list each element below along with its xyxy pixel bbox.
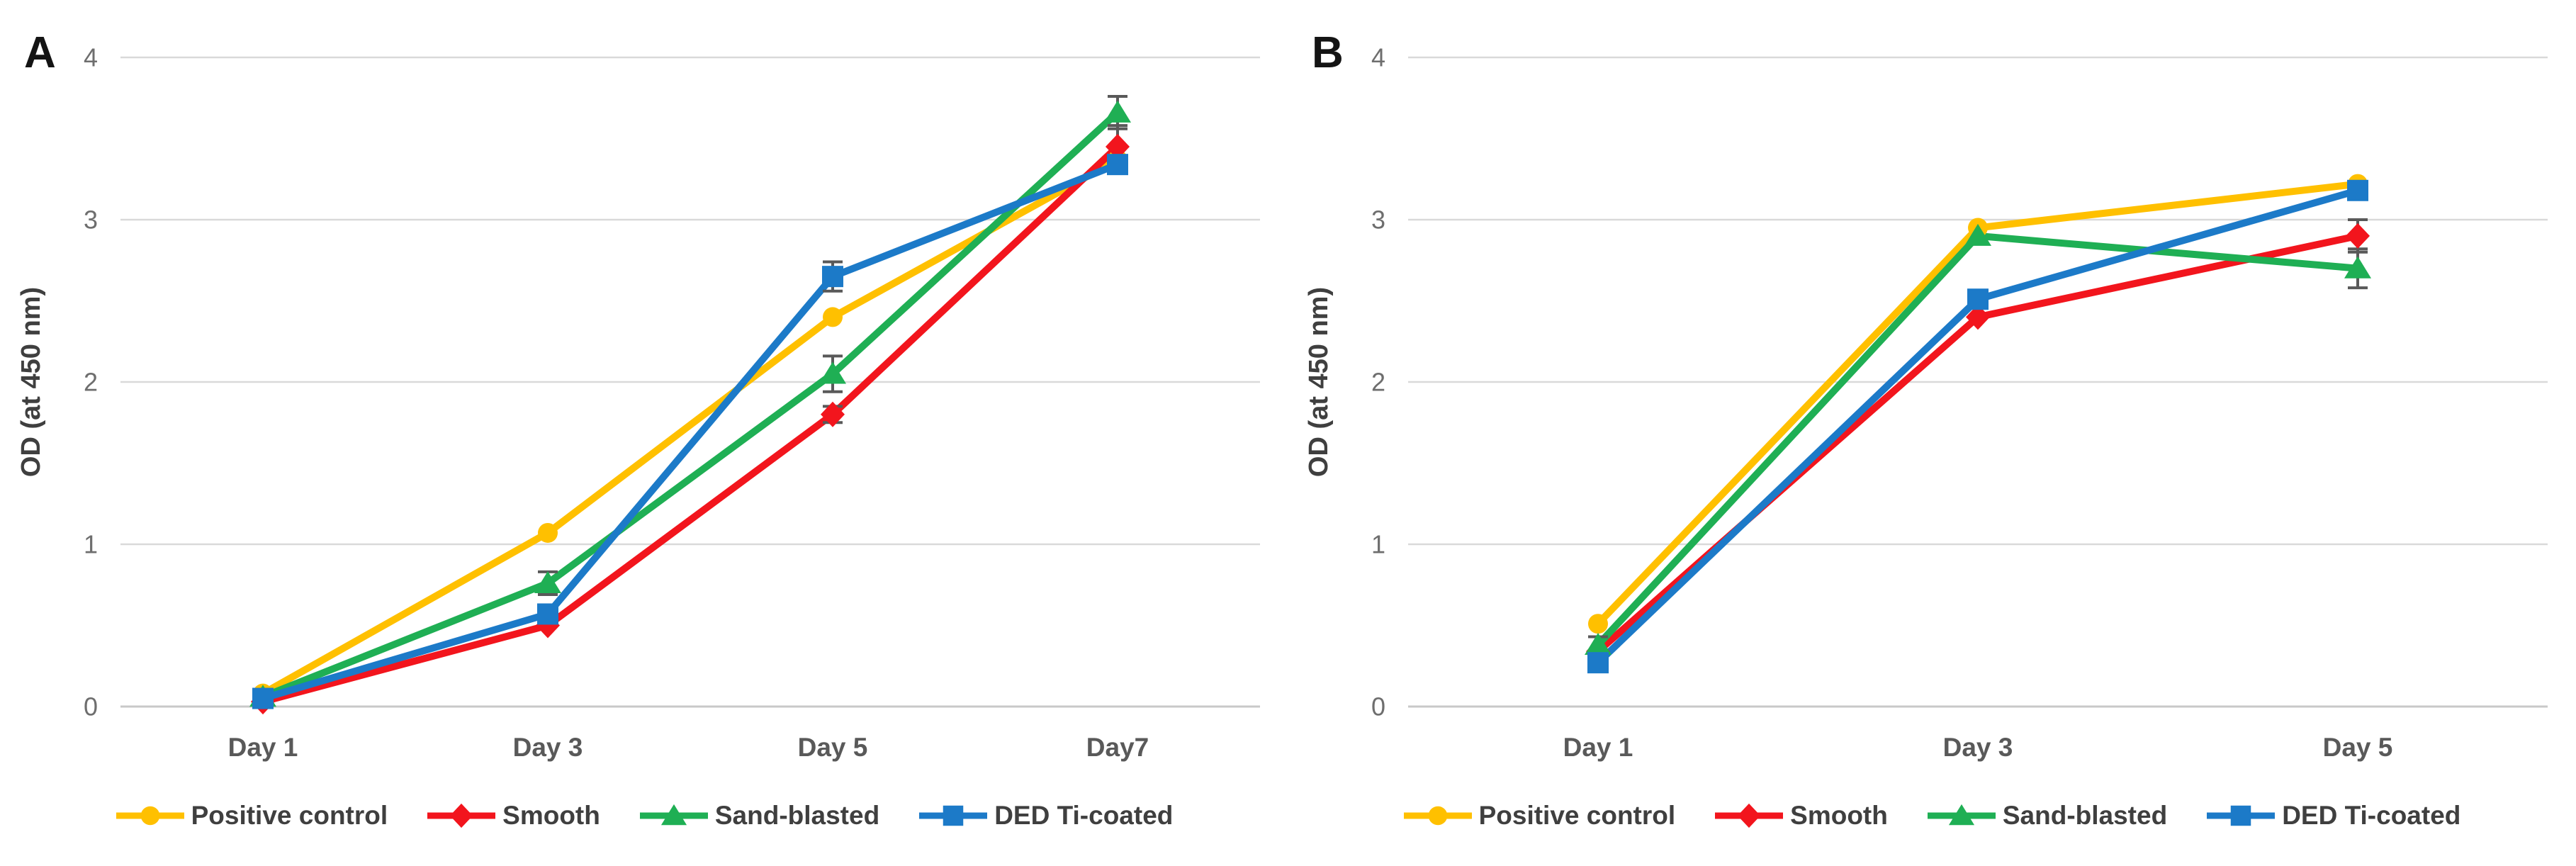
y-tick-label: 0 — [84, 692, 98, 721]
legend-label: Positive control — [1478, 801, 1676, 830]
marker-smooth-day7 — [1106, 133, 1130, 159]
marker-ded-ti-coated-day-5 — [822, 266, 843, 288]
marker-ded-ti-coated-day7 — [1107, 154, 1128, 176]
chart-b: 0 1 2 3 4 OD (at 450 nm) Day 1 Day 3 Day 5 — [1304, 43, 2548, 762]
legend-label: Smooth — [1790, 801, 1888, 830]
gridlines — [1408, 56, 2548, 708]
legend-label: DED Ti-coated — [994, 801, 1174, 830]
series-lines — [261, 110, 1120, 705]
y-tick-label: 3 — [84, 206, 98, 235]
x-tick-label: Day7 — [1086, 733, 1149, 762]
legend-b: Positive control Smooth Sand-blasted DED Ti… — [1288, 785, 2575, 846]
series-line-positive-control — [261, 156, 1120, 697]
legend-item-ded-ti-coated: DED Ti-coated — [918, 800, 1173, 831]
legend-item-positive-control: Positive control — [1402, 800, 1676, 831]
y-axis-title: OD (at 450 nm) — [16, 287, 46, 477]
x-tick-label: Day 1 — [1563, 733, 1633, 762]
legend-item-sand-blasted: Sand-blasted — [1926, 800, 2167, 831]
legend-marker-sand-blasted — [1927, 804, 1996, 826]
legend-marker-glyph — [1428, 806, 1447, 826]
y-tick-label: 1 — [1371, 530, 1385, 559]
marker-sand-blasted-day-1 — [1585, 632, 1612, 655]
error-bars — [1588, 218, 2368, 655]
legend-marker-glyph — [660, 804, 687, 826]
marker-sand-blasted-day-3 — [534, 570, 561, 593]
y-tick-label: 3 — [1371, 206, 1385, 235]
legend-label: Positive control — [191, 801, 388, 830]
x-tick-label: Day 3 — [513, 733, 583, 762]
legend-item-smooth: Smooth — [426, 800, 600, 831]
legend-marker-positive-control — [116, 806, 184, 826]
chart-a: 0 1 2 3 4 OD (at 450 nm) Day 1 Day 3 Day 5 Day7 — [16, 43, 1260, 762]
marker-ded-ti-coated-day-1 — [1587, 652, 1609, 674]
legend-marker-positive-control — [1403, 806, 1472, 826]
legend-item-sand-blasted: Sand-blasted — [639, 800, 879, 831]
marker-smooth-day-5 — [2346, 223, 2370, 249]
x-tick-label: Day 5 — [798, 733, 868, 762]
legend-marker-glyph — [1738, 803, 1761, 828]
y-tick-label: 0 — [1371, 692, 1385, 721]
y-tick-label: 2 — [84, 368, 98, 397]
data-points — [249, 100, 1131, 715]
legend-marker-smooth — [1715, 803, 1784, 828]
legend-marker-glyph — [450, 803, 473, 828]
series-lines — [1595, 180, 2359, 665]
marker-positive-control-day-3 — [538, 522, 558, 543]
marker-sand-blasted-day-3 — [1964, 223, 1991, 246]
legend-label: Sand-blasted — [2002, 801, 2168, 830]
panel-b: B 0 1 2 3 4 OD (at 450 nm) Day 1 Day 3 Day 5 Pos… — [1288, 0, 2575, 866]
legend-marker-glyph — [1948, 804, 1974, 826]
marker-sand-blasted-day-5 — [2344, 256, 2371, 279]
y-axis-title: OD (at 450 nm) — [1304, 287, 1334, 477]
legend-marker-glyph — [140, 806, 159, 826]
legend-marker-ded-ti-coated — [919, 805, 988, 826]
legend-item-ded-ti-coated: DED Ti-coated — [2205, 800, 2460, 831]
legend-item-smooth: Smooth — [1714, 800, 1888, 831]
marker-sand-blasted-day7 — [1104, 100, 1131, 123]
marker-ded-ti-coated-day-1 — [252, 687, 274, 709]
marker-smooth-day-5 — [821, 401, 845, 427]
legend-marker-glyph — [2230, 805, 2251, 826]
panel-b-letter: B — [1312, 28, 1344, 77]
marker-smooth-day-3 — [1966, 304, 1990, 330]
legend-label: DED Ti-coated — [2282, 801, 2461, 830]
marker-ded-ti-coated-day-5 — [2347, 179, 2368, 201]
y-tick-label: 4 — [1371, 43, 1385, 72]
panel-a-letter: A — [24, 28, 56, 77]
marker-positive-control-day-1 — [1588, 614, 1608, 634]
y-tick-label: 2 — [1371, 368, 1385, 397]
y-tick-label: 4 — [84, 43, 98, 72]
series-line-ded-ti-coated — [261, 161, 1119, 702]
marker-sand-blasted-day-5 — [819, 361, 846, 384]
legend-label: Sand-blasted — [714, 801, 880, 830]
legend-marker-ded-ti-coated — [2207, 805, 2276, 826]
panel-a: A 0 1 2 3 4 OD (at 450 nm) Day 1 Day 3 Day 5 Day7… — [0, 28, 1288, 846]
y-tick-label: 1 — [84, 530, 98, 559]
legend-label: Smooth — [502, 801, 600, 830]
series-line-smooth — [261, 144, 1120, 705]
marker-ded-ti-coated-day-3 — [1967, 288, 1989, 310]
legend-a: Positive control Smooth Sand-blasted DED Ti… — [0, 785, 1288, 846]
marker-positive-control-day-5 — [823, 307, 843, 327]
legend-marker-glyph — [943, 805, 964, 826]
legend-marker-sand-blasted — [639, 804, 708, 826]
marker-ded-ti-coated-day-3 — [537, 603, 558, 625]
x-tick-label: Day 5 — [2323, 733, 2393, 762]
legend-item-positive-control: Positive control — [115, 800, 388, 831]
x-tick-label: Day 1 — [228, 733, 298, 762]
gridlines — [120, 56, 1260, 708]
legend-marker-smooth — [427, 803, 496, 828]
data-points — [1585, 174, 2371, 674]
x-tick-label: Day 3 — [1943, 733, 2013, 762]
series-line-sand-blasted — [261, 110, 1120, 700]
